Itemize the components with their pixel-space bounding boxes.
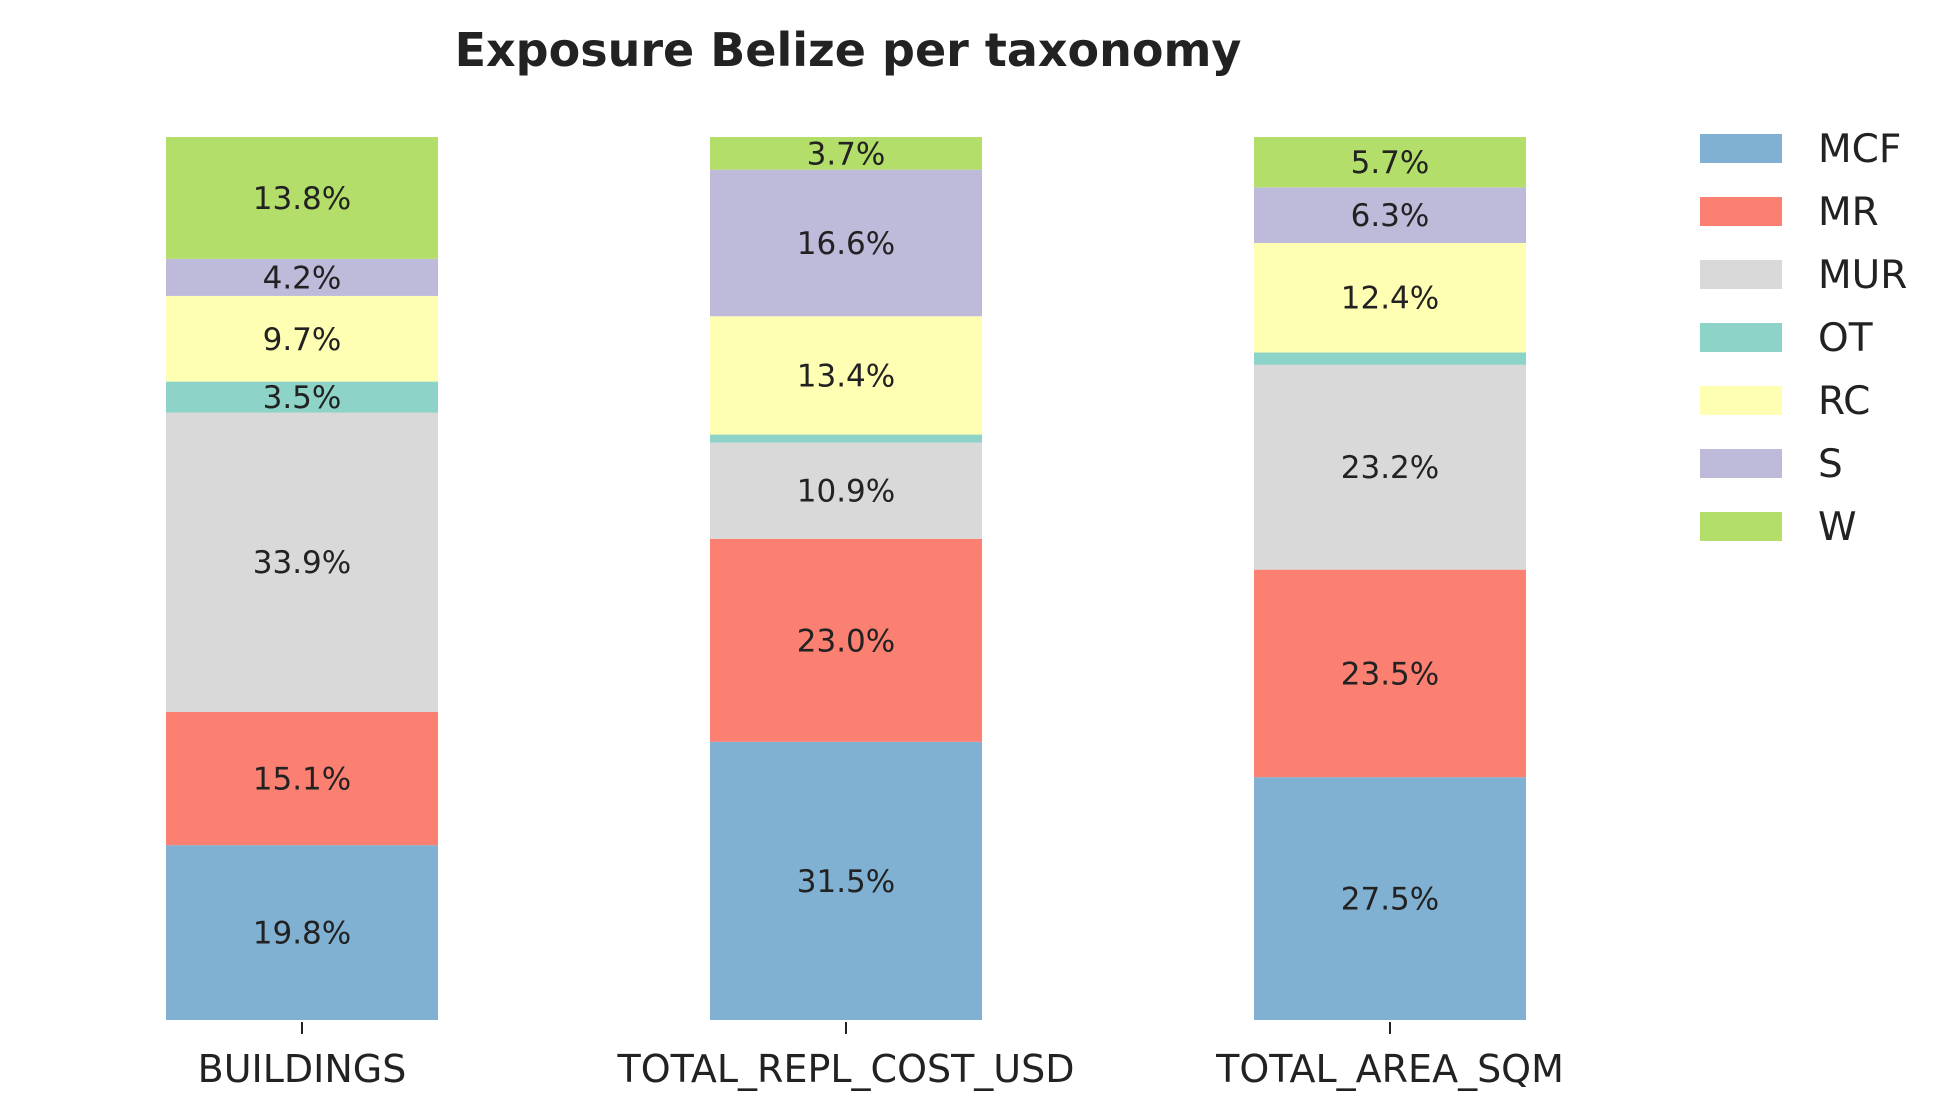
legend-label-ot: OT [1818,316,1873,361]
chart-title: Exposure Belize per taxonomy [455,23,1242,77]
bar-segment-buildings-mr [166,711,438,846]
legend-label-mur: MUR [1818,253,1907,298]
data-label-buildings-mcf: 19.8% [253,916,351,952]
bar-segment-buildings-mur [166,412,438,712]
bar-segment-total-area-sqm-w [1254,137,1526,188]
x-tick-label-total-repl-cost-usd: TOTAL_REPL_COST_USD [616,1047,1074,1091]
bar-segment-total-repl-cost-usd-mcf [710,741,982,1020]
x-tick-label-buildings: BUILDINGS [198,1047,407,1091]
data-label-total-area-sqm-mcf: 27.5% [1341,882,1439,918]
data-label-total-repl-cost-usd-mur: 10.9% [797,474,895,510]
x-axis: BUILDINGS TOTAL_REPL_COST_USD TOTAL_AREA_S… [198,1022,1564,1091]
x-tick-label-total-area-sqm: TOTAL_AREA_SQM [1215,1047,1564,1091]
legend-swatch-mr [1700,197,1782,226]
data-label-total-repl-cost-usd-mr: 23.0% [797,623,895,659]
bar-segment-total-repl-cost-usd-w [710,137,982,170]
data-label-total-repl-cost-usd-w: 3.7% [807,136,886,172]
bar-segment-total-area-sqm-rc [1254,242,1526,353]
legend: MCF MR MUR OT RC SW [1700,127,1907,550]
data-label-total-area-sqm-mur: 23.2% [1341,450,1439,486]
legend-label-mcf: MCF [1818,127,1901,172]
bar-segment-total-repl-cost-usd-s [710,169,982,317]
bar-segment-buildings-mcf [166,845,438,1020]
bar-segment-buildings-w [166,137,438,259]
bar-segment-total-area-sqm-ot [1254,352,1526,365]
data-label-total-area-sqm-w: 5.7% [1351,145,1430,181]
legend-swatch-mur [1700,260,1782,289]
bars-group: 19.8% 15.1% 33.9% 3.5% 9.7% 4.2% 13.8% 31.5% 23.… [166,136,1526,1020]
bar-segment-total-area-sqm-mur [1254,364,1526,570]
legend-swatch-mcf [1700,134,1782,163]
legend-label-w: W [1818,505,1857,550]
data-label-buildings-w: 13.8% [253,181,351,217]
legend-label-s: S [1818,442,1843,487]
bar-segment-total-repl-cost-usd-mur [710,442,982,539]
bar-segment-total-repl-cost-usd-rc [710,316,982,435]
bar-segment-buildings-rc [166,295,438,382]
bar-segment-total-area-sqm-s [1254,187,1526,243]
bar-segment-total-area-sqm-mcf [1254,777,1526,1020]
bar-segment-buildings-s [166,258,438,296]
data-label-total-area-sqm-mr: 23.5% [1341,656,1439,692]
data-label-buildings-s: 4.2% [263,260,342,296]
data-label-total-repl-cost-usd-mcf: 31.5% [797,864,895,900]
bar-segment-total-repl-cost-usd-mr [710,538,982,742]
data-label-total-repl-cost-usd-rc: 13.4% [797,358,895,394]
data-label-buildings-ot: 3.5% [263,380,342,416]
legend-swatch-s [1700,449,1782,478]
data-label-total-repl-cost-usd-s: 16.6% [797,226,895,262]
legend-swatch-rc [1700,386,1782,415]
bar-segment-total-area-sqm-mr [1254,569,1526,778]
legend-swatch-w [1700,512,1782,541]
legend-swatch-ot [1700,323,1782,352]
legend-label-mr: MR [1818,190,1879,235]
data-label-total-area-sqm-rc: 12.4% [1341,281,1439,317]
data-label-buildings-mur: 33.9% [253,545,351,581]
data-label-buildings-mr: 15.1% [253,761,351,797]
legend-label-rc: RC [1818,379,1870,424]
data-label-buildings-rc: 9.7% [263,322,342,358]
data-label-total-area-sqm-s: 6.3% [1351,198,1430,234]
bar-segment-total-repl-cost-usd-ot [710,434,982,443]
bar-segment-buildings-ot [166,381,438,413]
